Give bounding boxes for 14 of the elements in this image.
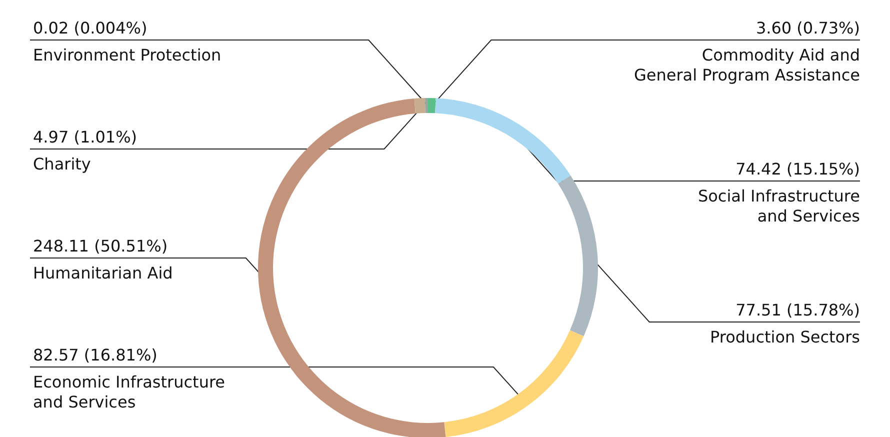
data-label: 4.97 (1.01%) [33, 128, 138, 146]
data-label: 82.57 (16.81%) [33, 346, 158, 364]
slice-label: Charity [33, 154, 91, 174]
data-label: 248.11 (50.51%) [33, 236, 168, 256]
data-label: 3.60 (0.73%) [756, 18, 860, 38]
slice-label: Environment Protection [33, 46, 222, 64]
slice-label: Commodity Aid and General Program Assistance [634, 46, 860, 84]
slice-label: Economic Infrastructure and Services [33, 372, 226, 412]
data-label: 0.02 (0.004%) [33, 18, 148, 38]
data-label: 74.42 (15.15%) [736, 160, 860, 178]
slice-label: Humanitarian Aid [33, 264, 173, 282]
slice-label: Production Sectors [710, 328, 860, 346]
data-label: 77.51 (15.78%) [736, 300, 860, 320]
slice-label: Social Infrastructure and Services [698, 186, 860, 226]
